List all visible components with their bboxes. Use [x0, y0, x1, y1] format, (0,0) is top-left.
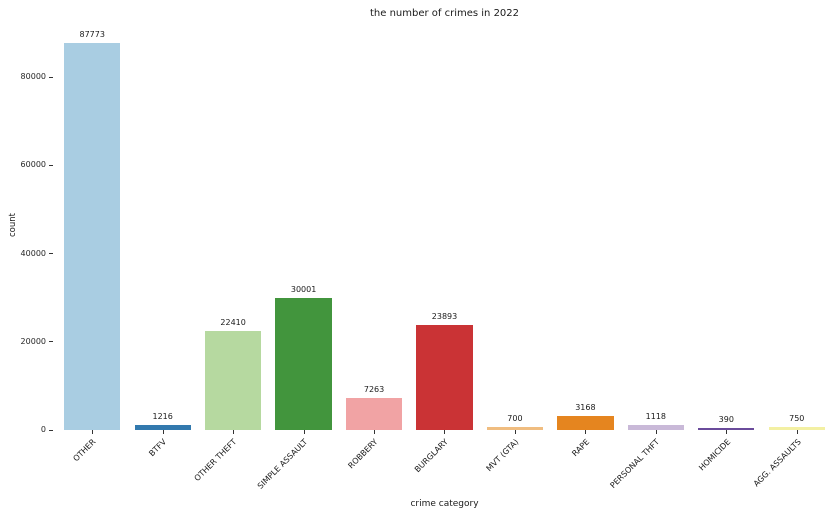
x-axis-label: crime category	[410, 499, 479, 509]
y-tick-mark	[49, 429, 53, 431]
bar-value-label: 750	[789, 413, 805, 423]
y-tick-mark	[49, 76, 53, 78]
x-category-label: ROBBERY	[346, 437, 380, 471]
x-tick-mark	[796, 430, 798, 434]
bar-slot: 750 AGG. ASSAULTS	[751, 20, 832, 488]
bar-slot: 390 HOMICIDE	[691, 20, 761, 472]
y-tick-mark	[49, 253, 53, 255]
x-category-label: BTFV	[147, 437, 169, 459]
x-tick-mark	[514, 430, 516, 434]
bar-slot: 30001 SIMPLE ASSAULT	[256, 20, 338, 491]
y-tick-mark	[49, 164, 53, 166]
y-axis-ticks: 0 20000 40000 60000 80000	[21, 20, 832, 434]
bars-container: 87773 OTHER 1216 BTFV 22410 OTHER THEFT 30001 S…	[57, 20, 832, 491]
bar-slot: 3168 RAPE	[550, 20, 620, 458]
x-tick-mark	[233, 430, 235, 434]
bar-slot: 23893 BURGLARY	[409, 20, 479, 474]
plot-area: 0 20000 40000 60000 80000 87773 OTHER 1216 BTFV…	[21, 20, 832, 491]
bar	[627, 425, 685, 430]
bar	[768, 426, 825, 430]
x-tick-mark	[585, 430, 587, 434]
chart-title: the number of crimes in 2022	[369, 8, 520, 19]
x-category-label: HOMICIDE	[696, 437, 732, 473]
y-tick-label: 80000	[20, 72, 46, 82]
bar-value-label: 87773	[79, 30, 105, 40]
bar-value-label: 22410	[220, 318, 246, 328]
bar	[698, 428, 755, 430]
bar	[486, 426, 544, 430]
bar-slot: 22410 OTHER THEFT	[193, 20, 268, 483]
bar-value-label: 1118	[645, 412, 667, 422]
bar	[134, 424, 191, 430]
y-tick-label: 40000	[20, 248, 46, 258]
bar-value-label: 3168	[575, 403, 596, 413]
x-tick-mark	[162, 430, 164, 434]
bar-value-label: 7263	[363, 384, 385, 394]
bar-slot: 7263 ROBBERY	[339, 20, 409, 470]
bar-value-label: 1216	[152, 411, 173, 421]
bar-value-label: 700	[507, 413, 523, 423]
x-tick-mark	[374, 430, 376, 434]
bar-slot: 87773 OTHER	[57, 20, 127, 463]
bar-value-label: 390	[718, 415, 734, 425]
bar-value-label: 30001	[290, 284, 317, 294]
bar	[64, 43, 121, 430]
x-category-label: OTHER	[71, 437, 98, 464]
bar-slot: 1216 BTFV	[127, 20, 197, 458]
bar-slot: 700 MVT (GTA)	[480, 20, 550, 473]
x-tick-mark	[92, 430, 94, 434]
x-tick-mark	[444, 430, 446, 434]
bar	[416, 324, 473, 430]
bar	[204, 331, 262, 430]
x-category-label: OTHER THEFT	[193, 437, 239, 484]
bar	[557, 416, 614, 430]
bar-slot: 1118 PERSONAL THFT	[609, 20, 691, 490]
x-category-label: BURGLARY	[413, 437, 451, 475]
x-tick-mark	[726, 430, 728, 434]
x-tick-mark	[303, 430, 305, 434]
bar	[275, 297, 332, 430]
x-category-label: RAPE	[570, 437, 592, 459]
y-tick-label: 60000	[20, 160, 46, 170]
y-tick-label: 0	[40, 425, 46, 434]
x-category-label: PERSONAL THFT	[608, 437, 662, 490]
x-tick-mark	[655, 430, 657, 434]
bar-value-label: 23893	[431, 311, 458, 321]
y-tick-mark	[49, 341, 53, 343]
y-tick-label: 20000	[20, 336, 46, 346]
x-category-label: SIMPLE ASSAULT	[255, 437, 310, 491]
bar	[345, 397, 403, 430]
x-category-label: AGG. ASSAULTS	[751, 437, 803, 489]
y-axis-label: count	[8, 213, 18, 237]
x-category-label: MVT (GTA)	[484, 437, 521, 474]
